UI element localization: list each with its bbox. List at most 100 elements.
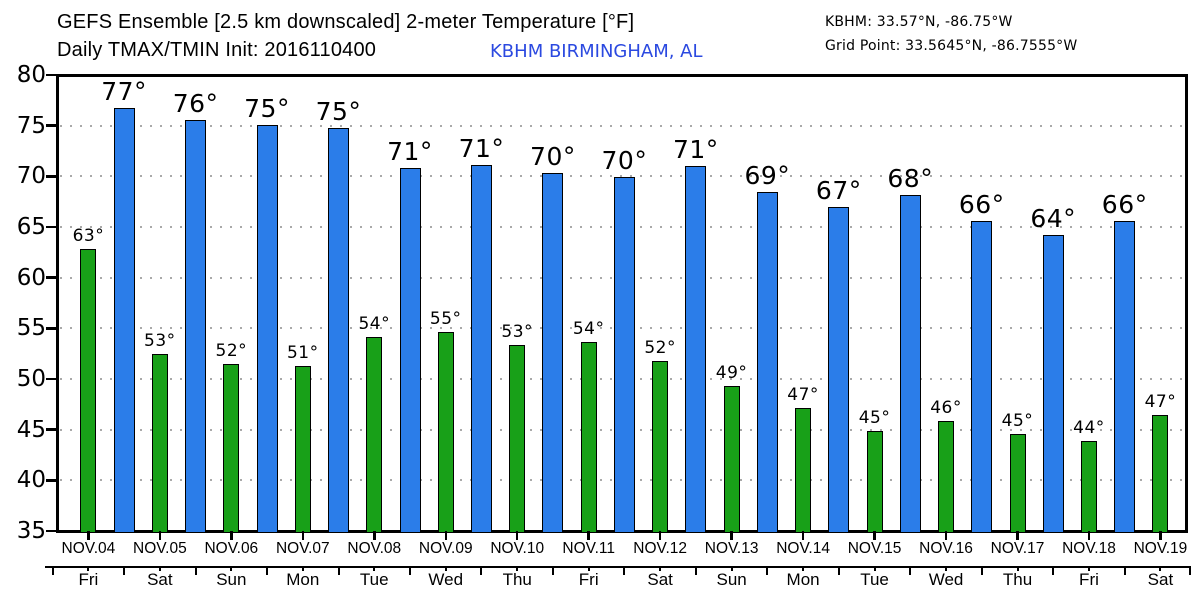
weekday-label: Tue	[860, 570, 889, 589]
tmax-value-label: 66°	[1101, 189, 1148, 219]
tmax-bar	[185, 119, 207, 533]
y-axis-tick-label: 55	[16, 315, 46, 342]
tmin-bar	[580, 341, 597, 533]
y-axis-tick	[46, 225, 57, 229]
y-axis-tick-label: 45	[16, 416, 46, 443]
y-axis-tick	[46, 428, 57, 431]
date-tick	[301, 531, 305, 540]
weekday-boundary-tick	[409, 566, 411, 575]
tmax-bar	[470, 165, 492, 533]
date-label: NOV.13	[704, 540, 759, 557]
weekday-boundary-tick	[194, 566, 197, 575]
weekday-boundary-tick	[1189, 566, 1191, 575]
y-axis-tick-label: 35	[16, 518, 46, 544]
y-axis-tick-label: 40	[16, 467, 46, 494]
weekday-label: Mon	[786, 570, 820, 589]
date-label: NOV.08	[347, 540, 402, 557]
weekday-boundary-tick	[123, 566, 126, 575]
tmin-bar	[223, 363, 240, 533]
weekday-boundary-tick	[51, 566, 54, 575]
date-tick	[158, 531, 162, 540]
tmin-bar	[938, 420, 955, 533]
tmax-value-label: 64°	[1030, 204, 1077, 234]
weekday-minor-tick	[587, 566, 590, 571]
tmax-bar	[756, 191, 778, 533]
date-tick	[444, 531, 447, 540]
weekday-minor-tick	[158, 566, 161, 571]
y-axis-tick	[46, 479, 57, 482]
weekday-boundary-tick	[909, 566, 912, 575]
tmax-bar	[113, 108, 135, 533]
y-axis-tick-label: 50	[16, 366, 46, 392]
y-axis-tick	[46, 175, 57, 178]
tmax-value-label: 70°	[601, 146, 648, 176]
y-axis-tick	[46, 73, 57, 77]
tmin-value-label: 54°	[358, 314, 391, 335]
y-gridline	[60, 175, 1184, 178]
tmin-bar	[294, 365, 311, 533]
tmax-bar	[399, 168, 421, 533]
tmin-value-label: 52°	[215, 340, 248, 361]
tmin-value-label: 55°	[429, 309, 462, 330]
tmax-value-label: 75°	[244, 93, 290, 123]
tmin-value-label: 52°	[644, 337, 676, 358]
y-axis-tick-label: 60	[16, 264, 46, 291]
date-label: NOV.15	[847, 540, 902, 557]
tmax-value-label: 67°	[815, 175, 862, 205]
date-label: NOV.19	[1133, 540, 1188, 557]
weekday-minor-tick	[802, 566, 805, 571]
weekday-minor-tick	[945, 566, 948, 571]
y-axis-tick	[46, 124, 57, 127]
tmin-bar	[437, 332, 454, 533]
tmax-bar	[899, 194, 921, 533]
date-tick	[1087, 531, 1091, 540]
y-axis-tick	[46, 276, 57, 279]
tmax-bar	[1042, 235, 1064, 533]
tmin-bar	[1152, 415, 1169, 533]
weekday-boundary-tick	[694, 566, 697, 575]
tmax-value-label: 69°	[744, 160, 791, 190]
tmax-bar	[828, 206, 850, 533]
tmin-value-label: 45°	[858, 407, 891, 428]
tmin-value-label: 45°	[1001, 410, 1034, 431]
weekday-minor-tick	[444, 566, 447, 571]
tmax-bar	[542, 173, 564, 533]
date-label: NOV.10	[490, 540, 545, 557]
tmin-value-label: 47°	[787, 385, 819, 406]
date-tick	[873, 531, 876, 540]
tmin-value-label: 46°	[930, 397, 962, 418]
date-label: NOV.11	[562, 540, 615, 557]
date-tick	[87, 531, 90, 540]
y-axis-tick	[46, 377, 57, 381]
station-coordinates: KBHM: 33.57°N, -86.75°W	[825, 14, 1013, 30]
y-axis-tick-label: 75	[16, 112, 46, 139]
tmin-bar	[652, 360, 669, 533]
tmax-value-label: 76°	[172, 88, 219, 118]
weekday-label: Thu	[1002, 570, 1033, 589]
weekday-boundary-tick	[337, 566, 340, 575]
tmin-bar	[866, 430, 883, 533]
weekday-minor-tick	[1016, 566, 1019, 571]
chart-subtitle: Daily TMAX/TMIN Init: 2016110400	[57, 39, 377, 61]
date-label: NOV.06	[204, 540, 259, 557]
tmin-bar	[80, 249, 97, 533]
weekday-label: Fri	[578, 570, 599, 589]
tmax-value-label: 71°	[387, 137, 433, 167]
date-tick	[801, 531, 805, 540]
tmax-value-label: 71°	[458, 134, 505, 164]
y-gridline	[60, 124, 1184, 127]
tmin-bar	[509, 344, 526, 533]
y-axis-tick-label: 65	[16, 214, 46, 240]
tmax-value-label: 75°	[315, 96, 362, 126]
date-tick	[587, 531, 590, 540]
weekday-boundary-tick	[837, 566, 840, 575]
tmin-value-label: 44°	[1073, 417, 1105, 438]
tmin-bar	[1080, 440, 1097, 533]
tmin-bar	[795, 408, 812, 533]
tmin-bar	[366, 337, 383, 533]
tmin-value-label: 49°	[715, 363, 748, 384]
date-tick	[944, 531, 948, 540]
date-label: NOV.09	[418, 540, 473, 557]
tmin-value-label: 51°	[286, 342, 319, 363]
